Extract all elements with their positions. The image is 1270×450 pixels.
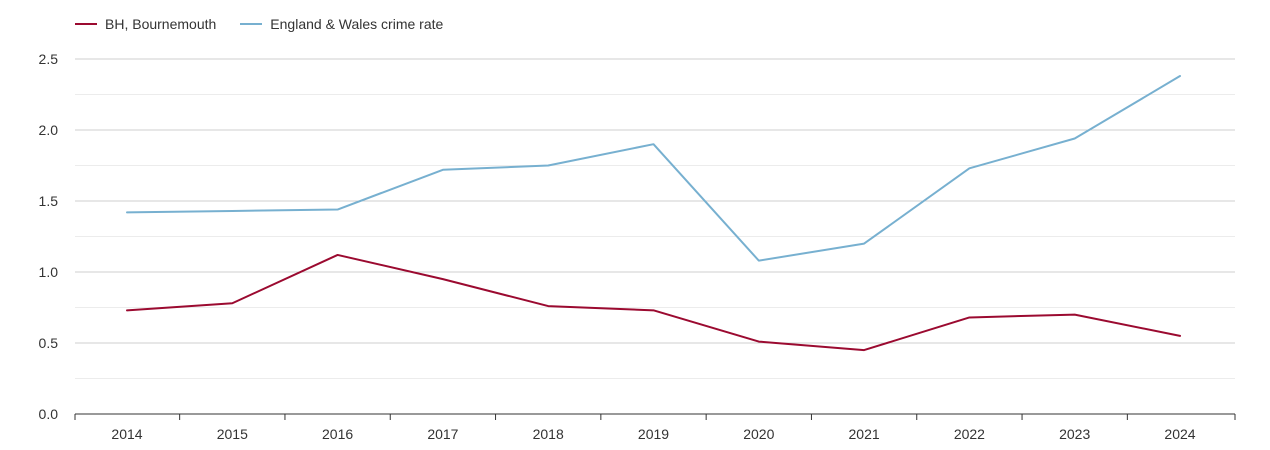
x-tick-label: 2019 [638, 426, 669, 442]
x-tick-label: 2024 [1164, 426, 1195, 442]
y-tick-label: 0.5 [39, 335, 59, 351]
x-tick-label: 2020 [743, 426, 774, 442]
legend-swatch-england-wales [240, 23, 263, 25]
x-tick-label: 2023 [1059, 426, 1090, 442]
y-tick-label: 2.0 [39, 122, 59, 138]
x-tick-label: 2022 [954, 426, 985, 442]
x-tick-label: 2021 [849, 426, 880, 442]
legend-label-bournemouth: BH, Bournemouth [105, 16, 217, 32]
x-tick-label: 2017 [427, 426, 458, 442]
legend-swatch-bournemouth [75, 23, 97, 25]
x-tick-label: 2018 [533, 426, 564, 442]
series-line-england-wales [126, 75, 1181, 262]
y-tick-label: 1.5 [39, 193, 59, 209]
x-tick-label: 2015 [217, 426, 248, 442]
y-tick-label: 0.0 [39, 406, 59, 422]
legend: BH, Bournemouth England & Wales crime ra… [75, 16, 443, 32]
x-tick-label: 2016 [322, 426, 353, 442]
y-tick-label: 1.0 [39, 264, 59, 280]
x-tick-label: 2014 [111, 426, 142, 442]
legend-item-bournemouth[interactable]: BH, Bournemouth [75, 16, 216, 32]
y-tick-label: 2.5 [39, 51, 59, 67]
legend-item-england-wales[interactable]: England & Wales crime rate [240, 16, 443, 32]
series-line-bournemouth [126, 253, 1181, 352]
legend-label-england-wales: England & Wales crime rate [270, 16, 444, 32]
